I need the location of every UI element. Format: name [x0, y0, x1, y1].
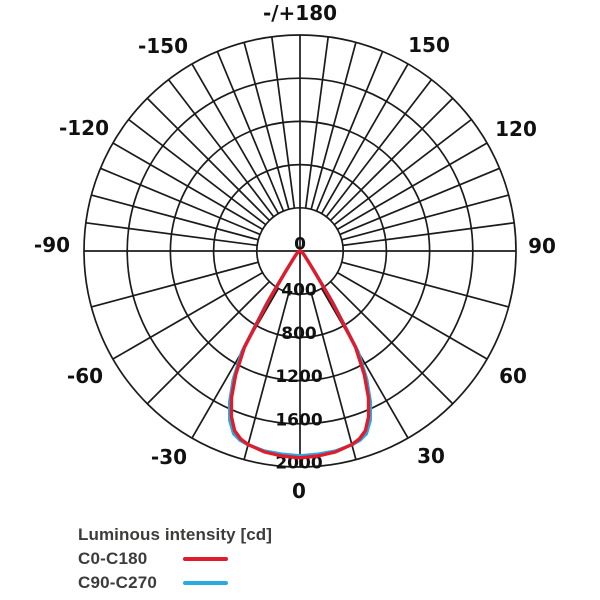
angle-label-60: 60 [499, 364, 527, 388]
grid-spoke--165 [243, 42, 290, 210]
grid-spoke--30 [191, 287, 280, 439]
grid-spoke-150 [320, 63, 409, 215]
grid-spoke-15 [310, 292, 357, 460]
legend-item-label: C0-C180 [78, 549, 148, 568]
grid-spoke--15 [243, 292, 290, 460]
grid-spoke--150 [191, 63, 280, 215]
grid-spoke-60 [336, 271, 488, 360]
grid-spoke-135 [329, 97, 454, 222]
grid-spoke-30 [320, 287, 409, 439]
grid-spoke--142.5 [167, 79, 275, 218]
grid-spoke-112.5 [339, 167, 500, 236]
legend-swatch-red-line [183, 557, 228, 561]
grid-spoke-142.5 [325, 79, 433, 218]
grid-spoke-165 [310, 42, 357, 210]
chart-legend: Luminous intensity [cd] C0-C180 C90-C270 [78, 523, 272, 595]
radial-tick-label-400: 400 [281, 281, 317, 301]
grid-spoke-172.5 [304, 36, 330, 209]
legend-item-c90-c270: C90-C270 [78, 571, 272, 595]
grid-spoke-75 [341, 261, 509, 308]
angle-label-150: 150 [408, 33, 450, 57]
angle-label-90: 90 [528, 234, 556, 258]
grid-spoke-97.5 [342, 221, 515, 247]
grid-spoke--120 [112, 142, 264, 231]
angle-label--/+180: -/+180 [263, 1, 337, 25]
grid-spoke--157.5 [216, 51, 285, 212]
angle-label-0: 0 [292, 479, 306, 503]
legend-swatch-blue-line [183, 581, 228, 585]
grid-spoke--172.5 [270, 36, 296, 209]
angle-label--150: -150 [138, 34, 188, 58]
radial-tick-label-0: 0 [294, 235, 306, 255]
angle-label-30: 30 [417, 444, 445, 468]
grid-spoke-45 [329, 280, 454, 405]
grid-spoke--127.5 [128, 118, 267, 226]
grid-spoke--60 [112, 271, 264, 360]
polar-chart-canvas: 0 400 800 1200 1600 2000 -/+180 -150 150 -120 120 -… [34, 1, 556, 503]
legend-item-label: C90-C270 [78, 573, 158, 592]
radial-tick-label-1200: 1200 [275, 367, 322, 387]
angle-label--60: -60 [67, 364, 103, 388]
angle-label-120: 120 [495, 117, 537, 141]
grid-spoke--97.5 [85, 221, 258, 247]
grid-spoke-120 [336, 142, 488, 231]
grid-spoke--45 [146, 280, 271, 405]
angle-label--120: -120 [59, 116, 109, 140]
angle-label--90: -90 [34, 233, 70, 257]
radial-tick-label-2000: 2000 [275, 454, 322, 474]
grid-spoke--135 [146, 97, 271, 222]
grid-spoke-127.5 [333, 118, 472, 226]
grid-spoke-157.5 [315, 51, 384, 212]
curve-c0-c180 [229, 249, 371, 460]
grid-spoke--75 [91, 261, 259, 308]
grid-spoke--112.5 [100, 167, 261, 236]
angle-label--30: -30 [151, 445, 187, 469]
legend-item-c0-c180: C0-C180 [78, 547, 272, 571]
grid-spoke-105 [341, 194, 509, 241]
grid-spoke--105 [91, 194, 259, 241]
legend-title: Luminous intensity [cd] [78, 525, 273, 544]
radial-tick-label-800: 800 [281, 324, 317, 344]
radial-tick-label-1600: 1600 [275, 410, 322, 430]
